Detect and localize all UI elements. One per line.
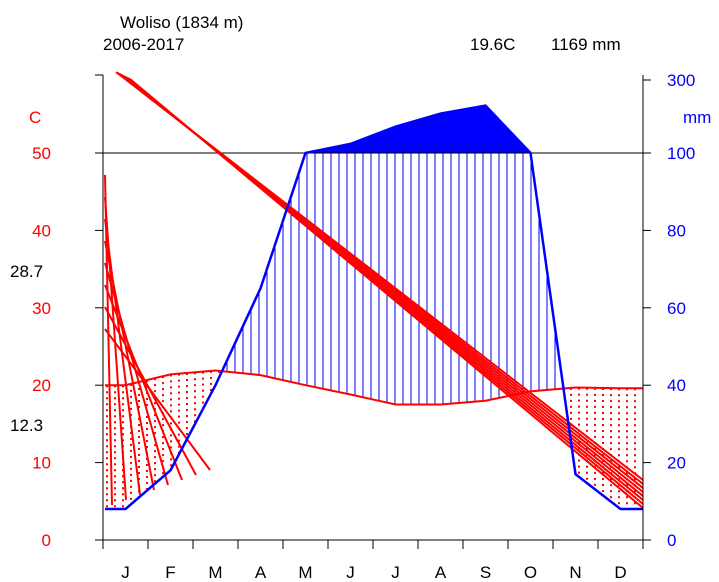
month-label: A: [435, 563, 447, 582]
annual-precipitation-label: 1169 mm: [551, 35, 621, 54]
left-axis-label: C: [29, 108, 41, 127]
right-axis-tick-label: 20: [667, 454, 686, 473]
month-label: M: [298, 563, 312, 582]
month-label: J: [121, 563, 130, 582]
left-axis-tick-label: 50: [32, 144, 51, 163]
month-label: M: [208, 563, 222, 582]
side-labels: 28.7 12.3: [10, 262, 43, 435]
right-axis-tick-label: 80: [667, 221, 686, 240]
temperature-hatch-stroke: [104, 240, 155, 491]
right-axis-tick-label: 300: [667, 71, 695, 90]
right-axis-tick-label: 40: [667, 376, 686, 395]
right-axis-label: mm: [683, 108, 711, 127]
temperature-hatch-stroke: [104, 284, 183, 481]
month-label: S: [480, 563, 491, 582]
month-label: F: [165, 563, 175, 582]
heavy-precipitation-fill: [105, 105, 643, 153]
axes: 0 10 20 30 40 50 C 0 20 40 60 80 100 300 mm J F M A M J J A S O N…: [29, 71, 711, 582]
left-axis-tick-label: 10: [32, 454, 51, 473]
right-axis-tick-label: 0: [667, 531, 676, 550]
left-axis-tick-label: 40: [32, 221, 51, 240]
mean-temperature-label: 19.6C: [470, 35, 515, 54]
left-axis-tick-label: 20: [32, 376, 51, 395]
max-temperature-label: 28.7: [10, 262, 43, 281]
plot-area: [103, 71, 644, 511]
temperature-hatch-stroke: [129, 78, 644, 509]
month-label: J: [346, 563, 355, 582]
header: Woliso (1834 m) 2006-2017 19.6C 1169 mm: [103, 13, 621, 54]
temperature-hatch-stroke: [104, 328, 211, 471]
month-label: O: [524, 563, 537, 582]
right-axis-tick-label: 60: [667, 299, 686, 318]
left-axis-tick-label: 30: [32, 299, 51, 318]
left-axis-tick-label: 0: [42, 531, 51, 550]
temperature-line: [105, 369, 643, 406]
period-label: 2006-2017: [103, 35, 184, 54]
month-label: N: [569, 563, 581, 582]
month-label: J: [391, 563, 400, 582]
temperature-hatch-stroke: [104, 262, 169, 486]
station-title: Woliso (1834 m): [120, 13, 243, 32]
month-label: D: [614, 563, 626, 582]
month-label: A: [255, 563, 267, 582]
precipitation-line: [105, 104, 643, 511]
temperature-hatch-stroke: [104, 218, 141, 496]
right-axis-tick-label: 100: [667, 144, 695, 163]
min-temperature-label: 12.3: [10, 416, 43, 435]
